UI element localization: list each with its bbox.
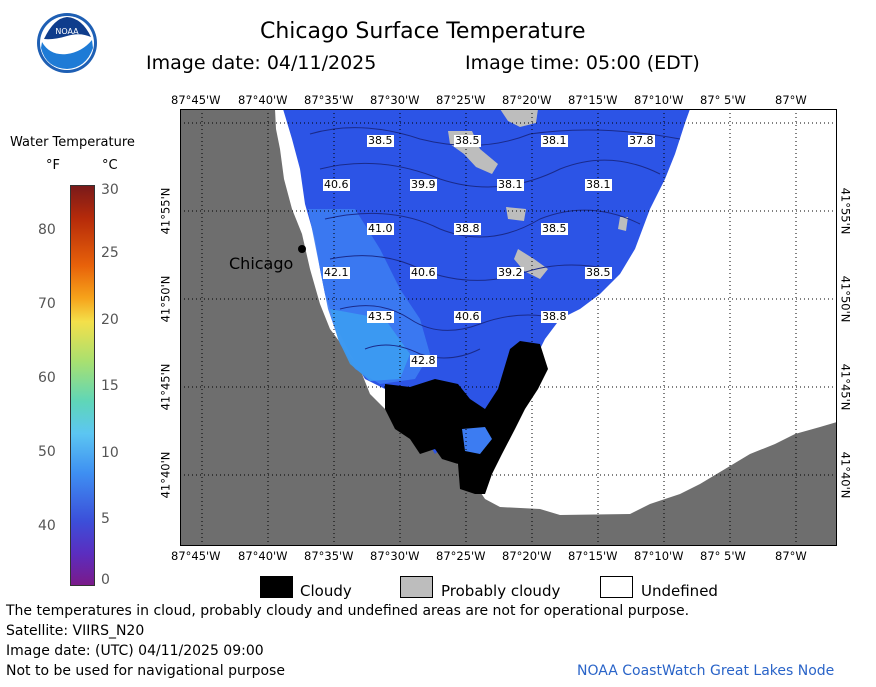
image-date: Image date: 04/11/2025 <box>146 52 377 74</box>
lon-label-bottom: 87°10'W <box>634 549 684 563</box>
contour-lines <box>309 127 681 359</box>
temp-label: 38.5 <box>585 266 612 279</box>
legend-label-undefined: Undefined <box>641 582 718 600</box>
c-tick: 10 <box>101 445 119 461</box>
c-tick: 30 <box>101 182 119 198</box>
temp-label: 43.5 <box>367 310 394 323</box>
lon-label-bottom: 87°15'W <box>568 549 618 563</box>
utc-date-text: Image date: (UTC) 04/11/2025 09:00 <box>6 643 264 659</box>
lon-label-top: 87°25'W <box>436 93 486 107</box>
lat-label-left: 41°50'N <box>158 275 173 323</box>
colorbar-unit-c: °C <box>102 158 118 173</box>
lon-label-bottom: 87°35'W <box>304 549 354 563</box>
f-tick: 50 <box>38 444 56 460</box>
lon-label-top: 87°W <box>775 93 807 107</box>
land-illinois <box>180 109 837 546</box>
legend-label-probably-cloudy: Probably cloudy <box>441 582 561 600</box>
lon-label-top: 87°15'W <box>568 93 618 107</box>
f-tick: 40 <box>38 518 56 534</box>
lon-label-bottom: 87°45'W <box>171 549 221 563</box>
temp-label: 40.6 <box>454 310 481 323</box>
temp-label: 38.5 <box>541 222 568 235</box>
lat-label-left: 41°55'N <box>158 187 173 235</box>
lat-label-right: 41°45'N <box>838 363 853 411</box>
water-warmest-zone <box>330 309 410 381</box>
noaa-logo-text: NOAA <box>55 27 79 36</box>
temp-label: 38.5 <box>367 134 394 147</box>
image-time: Image time: 05:00 (EDT) <box>465 52 700 74</box>
lon-label-top: 87°30'W <box>370 93 420 107</box>
prob-cloudy-patch <box>506 207 526 221</box>
lon-label-bottom: 87°30'W <box>370 549 420 563</box>
lon-label-top: 87°45'W <box>171 93 221 107</box>
legend-swatch-cloudy <box>260 576 293 598</box>
lon-label-top: 87°20'W <box>502 93 552 107</box>
temp-label: 38.1 <box>497 178 524 191</box>
satellite-text: Satellite: VIIRS_N20 <box>6 623 145 639</box>
temp-label: 38.1 <box>585 178 612 191</box>
temp-label: 42.1 <box>323 266 350 279</box>
lon-label-bottom: 87°25'W <box>436 549 486 563</box>
map-title: Chicago Surface Temperature <box>260 19 586 44</box>
temp-label: 42.8 <box>410 354 437 367</box>
f-tick: 60 <box>38 370 56 386</box>
temp-label: 40.6 <box>410 266 437 279</box>
lon-label-top: 87°10'W <box>634 93 684 107</box>
lon-label-top: 87° 5'W <box>700 93 746 107</box>
temp-label: 38.8 <box>454 222 481 235</box>
lon-label-bottom: 87°20'W <box>502 549 552 563</box>
legend-swatch-undefined <box>600 576 633 598</box>
chicago-marker <box>298 245 306 253</box>
city-label-chicago: Chicago <box>229 254 294 273</box>
credit-text: NOAA CoastWatch Great Lakes Node <box>577 663 835 679</box>
prob-cloudy-patch <box>618 217 628 231</box>
lat-label-right: 41°50'N <box>838 275 853 323</box>
f-tick: 70 <box>38 296 56 312</box>
water-pocket <box>462 427 492 454</box>
lat-label-left: 41°45'N <box>158 363 173 411</box>
colorbar-title: Water Temperature <box>10 135 135 150</box>
f-tick: 80 <box>38 222 56 238</box>
lake-water <box>283 109 690 489</box>
nav-note-text: Not to be used for navigational purpose <box>6 663 285 679</box>
lat-label-right: 41°55'N <box>838 187 853 235</box>
map-canvas <box>180 109 837 546</box>
lon-label-top: 87°35'W <box>304 93 354 107</box>
temp-label: 39.9 <box>410 178 437 191</box>
temp-label: 37.8 <box>628 134 655 147</box>
legend-label-cloudy: Cloudy <box>300 582 352 600</box>
temp-label: 38.5 <box>454 134 481 147</box>
c-tick: 25 <box>101 245 119 261</box>
c-tick: 15 <box>101 378 119 394</box>
lon-label-bottom: 87° 5'W <box>700 549 746 563</box>
colorbar-gradient <box>70 185 95 586</box>
temp-label: 41.0 <box>367 222 394 235</box>
c-tick: 20 <box>101 312 119 328</box>
lon-label-top: 87°40'W <box>238 93 288 107</box>
disclaimer-text: The temperatures in cloud, probably clou… <box>6 603 690 619</box>
noaa-logo: NOAA <box>37 13 97 73</box>
temp-label: 39.2 <box>497 266 524 279</box>
lat-label-left: 41°40'N <box>158 451 173 499</box>
prob-cloudy-patch <box>514 249 548 279</box>
temp-label: 38.1 <box>541 134 568 147</box>
colorbar-unit-f: °F <box>46 158 60 173</box>
lon-label-bottom: 87°W <box>775 549 807 563</box>
temp-label: 38.8 <box>541 310 568 323</box>
lon-label-bottom: 87°40'W <box>238 549 288 563</box>
c-tick: 5 <box>101 511 110 527</box>
lat-label-right: 41°40'N <box>838 451 853 499</box>
c-tick: 0 <box>101 572 110 588</box>
legend-swatch-probably-cloudy <box>400 576 433 598</box>
temp-label: 40.6 <box>323 178 350 191</box>
